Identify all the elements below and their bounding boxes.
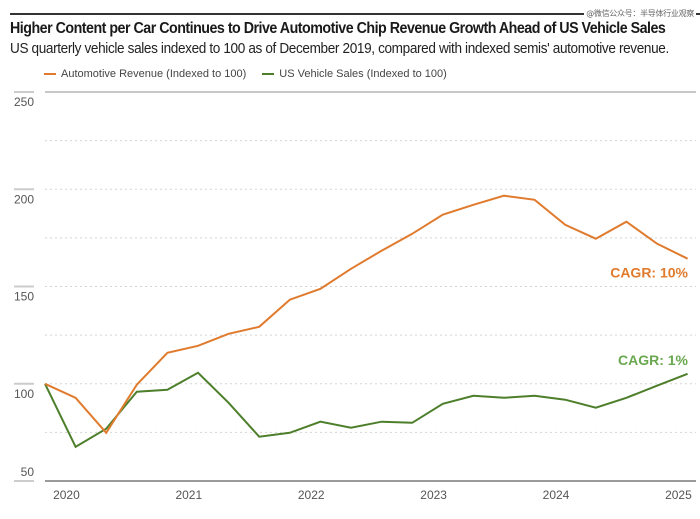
cagr-label-us-vehicle-sales: CAGR: 1% — [618, 352, 689, 368]
chart-subtitle: US quarterly vehicle sales indexed to 10… — [10, 40, 669, 57]
cagr-label-automotive-revenue: CAGR: 10% — [610, 265, 688, 281]
legend-swatch-automotive-revenue — [44, 73, 56, 75]
top-rule — [10, 13, 700, 15]
legend-label-automotive-revenue: Automotive Revenue (Indexed to 100) — [61, 68, 247, 80]
x-tick-label-2021: 2021 — [175, 488, 202, 502]
legend-swatch-us-vehicle-sales — [262, 73, 275, 75]
y-tick-label-100: 100 — [14, 387, 34, 401]
legend-item-us-vehicle-sales: US Vehicle Sales (Indexed to 100) — [262, 68, 447, 80]
x-tick-label-2024: 2024 — [543, 488, 570, 502]
chart-title: Higher Content per Car Continues to Driv… — [10, 20, 666, 37]
y-tick-label-250: 250 — [14, 95, 34, 109]
legend: Automotive Revenue (Indexed to 100) US V… — [44, 68, 463, 80]
y-tick-label-150: 150 — [14, 290, 34, 304]
x-tick-label-2023: 2023 — [420, 488, 447, 502]
y-tick-label-50: 50 — [21, 465, 35, 479]
watermark: @微信公众号：半导体行业观察 — [584, 8, 696, 19]
x-tick-label-2022: 2022 — [298, 488, 325, 502]
y-tick-label-200: 200 — [14, 192, 34, 206]
x-tick-label-2020: 2020 — [53, 488, 80, 502]
series-line-us-vehicle-sales — [44, 371, 688, 449]
series-line-automotive-revenue — [44, 194, 689, 435]
x-tick-label-2025: 2025 — [665, 488, 692, 502]
legend-item-automotive-revenue: Automotive Revenue (Indexed to 100) — [44, 68, 246, 80]
legend-label-us-vehicle-sales: US Vehicle Sales (Indexed to 100) — [279, 68, 447, 80]
